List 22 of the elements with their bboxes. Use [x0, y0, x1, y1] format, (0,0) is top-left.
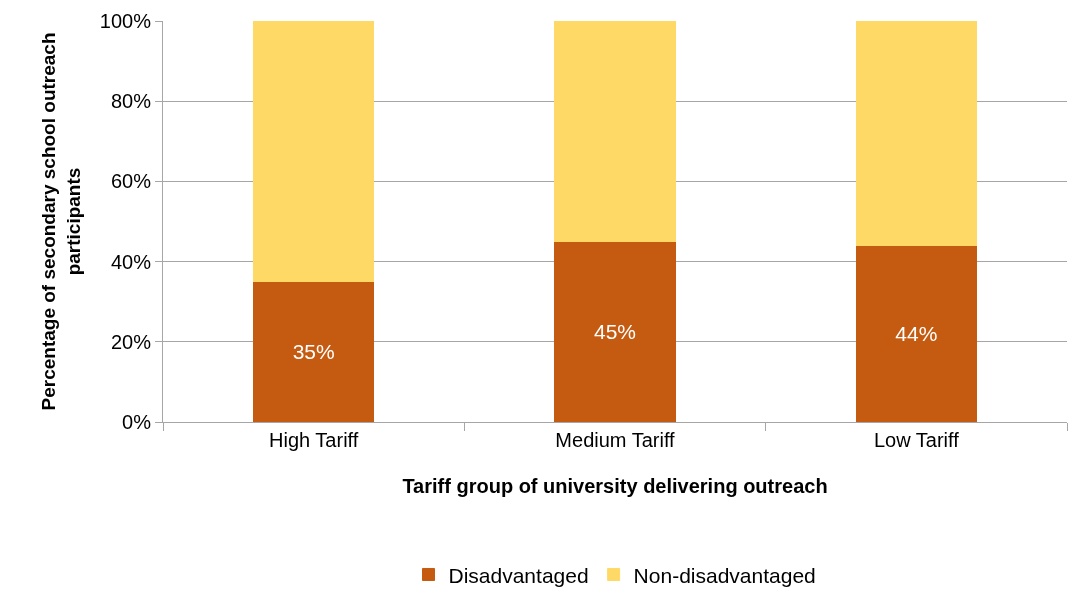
x-tick-label: Low Tariff	[873, 429, 960, 451]
y-tick-label: 100%	[99, 10, 152, 32]
legend-label: Disadvantaged	[448, 563, 589, 587]
bar	[855, 245, 978, 422]
bar	[252, 21, 375, 283]
bar	[554, 241, 676, 422]
data-label: 35%	[292, 340, 335, 364]
x-tick-label: High Tariff	[269, 429, 359, 451]
legend-label: Non-disadvantaged	[633, 563, 816, 587]
bar	[855, 21, 978, 247]
data-label: 44%	[895, 322, 938, 346]
bar	[252, 281, 375, 422]
x-tick-label: Medium Tariff	[555, 429, 676, 451]
y-tick-label: 60%	[110, 170, 152, 193]
data-label: 45%	[593, 320, 637, 344]
x-axis-title: Tariff group of university delivering outreach	[402, 474, 828, 497]
bar	[554, 21, 676, 243]
y-tick-label: 0%	[122, 411, 152, 433]
y-tick-label: 40%	[110, 250, 152, 273]
y-tick-label: 80%	[110, 90, 152, 113]
y-axis-title: Percentage of secondary school outreach participants	[37, 32, 84, 411]
y-tick-label: 20%	[110, 330, 152, 353]
